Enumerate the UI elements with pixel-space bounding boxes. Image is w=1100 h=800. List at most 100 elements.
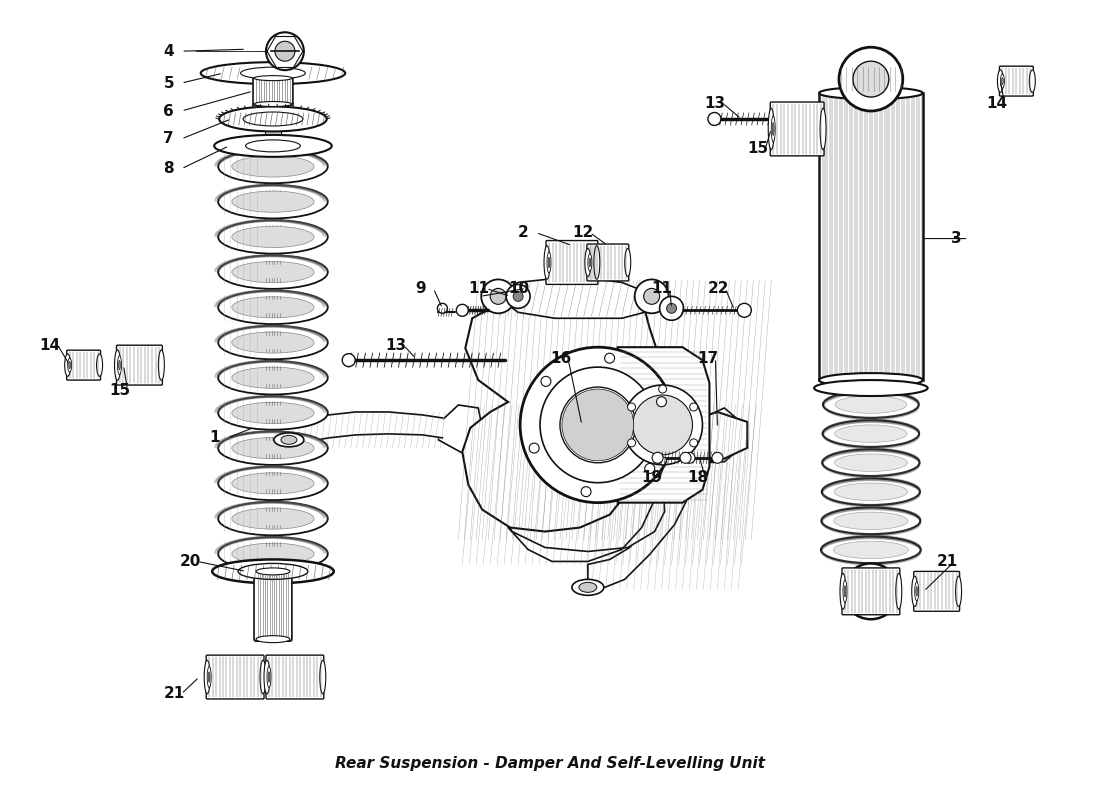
Ellipse shape xyxy=(823,420,920,447)
Text: 21: 21 xyxy=(937,554,958,569)
Ellipse shape xyxy=(1000,74,1004,88)
Text: 21: 21 xyxy=(163,686,185,702)
Bar xyxy=(820,93,923,380)
Text: 10: 10 xyxy=(508,281,529,296)
Text: 19: 19 xyxy=(641,470,663,486)
Ellipse shape xyxy=(320,660,326,694)
FancyBboxPatch shape xyxy=(587,244,629,281)
Circle shape xyxy=(481,279,515,314)
Ellipse shape xyxy=(587,254,592,271)
Ellipse shape xyxy=(956,576,961,606)
Ellipse shape xyxy=(264,660,270,694)
Circle shape xyxy=(680,452,691,463)
Circle shape xyxy=(623,385,703,465)
Circle shape xyxy=(708,113,720,126)
Ellipse shape xyxy=(232,262,315,282)
Circle shape xyxy=(628,439,636,447)
Circle shape xyxy=(712,452,723,463)
Text: 13: 13 xyxy=(386,338,407,353)
Ellipse shape xyxy=(254,76,292,81)
Circle shape xyxy=(581,486,591,497)
Ellipse shape xyxy=(232,543,315,564)
Circle shape xyxy=(660,296,683,320)
Ellipse shape xyxy=(1001,78,1003,85)
Text: 15: 15 xyxy=(747,142,769,156)
Ellipse shape xyxy=(119,360,120,370)
Ellipse shape xyxy=(114,350,121,380)
Ellipse shape xyxy=(218,466,328,500)
Ellipse shape xyxy=(158,350,164,380)
Ellipse shape xyxy=(218,185,328,218)
Ellipse shape xyxy=(232,473,315,494)
Ellipse shape xyxy=(814,380,927,396)
Circle shape xyxy=(562,389,634,461)
FancyBboxPatch shape xyxy=(117,345,163,385)
Ellipse shape xyxy=(266,32,304,70)
Ellipse shape xyxy=(820,87,923,99)
Ellipse shape xyxy=(548,258,550,268)
Ellipse shape xyxy=(245,140,300,152)
Ellipse shape xyxy=(232,332,315,353)
Circle shape xyxy=(690,439,697,447)
Ellipse shape xyxy=(572,579,604,595)
Ellipse shape xyxy=(219,106,327,131)
Text: 15: 15 xyxy=(110,382,131,398)
FancyBboxPatch shape xyxy=(67,350,100,380)
Circle shape xyxy=(645,463,654,474)
Ellipse shape xyxy=(218,150,328,183)
Text: 11: 11 xyxy=(469,281,490,296)
Ellipse shape xyxy=(579,582,597,592)
Text: 11: 11 xyxy=(651,281,672,296)
Ellipse shape xyxy=(218,255,328,289)
Text: 18: 18 xyxy=(688,470,708,486)
Ellipse shape xyxy=(232,191,315,212)
Polygon shape xyxy=(462,282,747,531)
Ellipse shape xyxy=(844,586,846,597)
Circle shape xyxy=(635,279,669,314)
Ellipse shape xyxy=(232,226,315,247)
Ellipse shape xyxy=(238,563,308,579)
Ellipse shape xyxy=(772,122,774,135)
Circle shape xyxy=(541,376,551,386)
FancyBboxPatch shape xyxy=(770,102,824,156)
Ellipse shape xyxy=(834,512,907,530)
Ellipse shape xyxy=(835,425,907,442)
Text: 5: 5 xyxy=(163,76,174,90)
Ellipse shape xyxy=(254,102,292,106)
Ellipse shape xyxy=(1030,70,1035,92)
Text: 2: 2 xyxy=(518,225,529,240)
Ellipse shape xyxy=(232,156,315,177)
Ellipse shape xyxy=(205,660,210,694)
Ellipse shape xyxy=(280,435,297,444)
Ellipse shape xyxy=(912,576,917,606)
Ellipse shape xyxy=(915,582,918,601)
FancyBboxPatch shape xyxy=(253,77,293,105)
Text: 14: 14 xyxy=(40,338,60,353)
Ellipse shape xyxy=(834,541,909,558)
Text: 16: 16 xyxy=(550,350,571,366)
Ellipse shape xyxy=(821,108,826,150)
Circle shape xyxy=(659,457,667,465)
Ellipse shape xyxy=(68,358,72,372)
Ellipse shape xyxy=(218,431,328,465)
Circle shape xyxy=(737,303,751,318)
Ellipse shape xyxy=(218,537,328,570)
Polygon shape xyxy=(439,405,745,562)
Ellipse shape xyxy=(585,249,591,277)
Ellipse shape xyxy=(243,112,302,126)
Ellipse shape xyxy=(218,396,328,430)
Polygon shape xyxy=(618,347,710,502)
Text: 3: 3 xyxy=(950,231,961,246)
Ellipse shape xyxy=(998,70,1003,92)
FancyBboxPatch shape xyxy=(1000,66,1033,96)
Ellipse shape xyxy=(835,454,907,471)
Ellipse shape xyxy=(69,362,70,369)
Ellipse shape xyxy=(218,290,328,324)
Polygon shape xyxy=(495,278,654,318)
Ellipse shape xyxy=(834,483,907,501)
Text: 14: 14 xyxy=(987,95,1008,110)
Text: 20: 20 xyxy=(179,554,200,569)
Circle shape xyxy=(852,61,889,97)
Circle shape xyxy=(491,288,506,304)
Ellipse shape xyxy=(625,249,630,277)
